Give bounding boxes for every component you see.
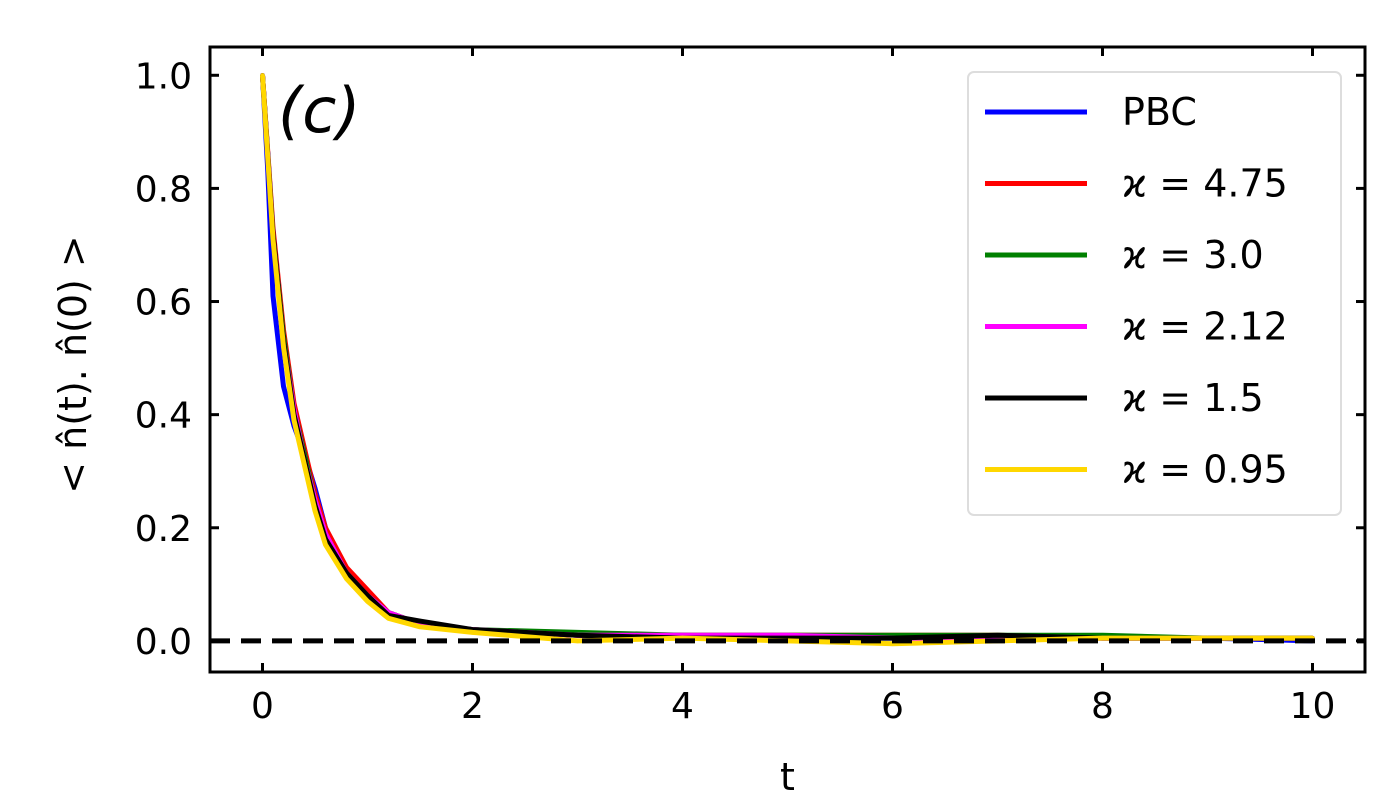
series-point — [323, 542, 328, 547]
x-tick-label: 8 — [1091, 686, 1114, 727]
series-point — [302, 463, 307, 468]
x-axis-ticks: 0 2 4 6 8 10 — [251, 47, 1335, 727]
legend-label: ϰ = 0.95 — [1122, 448, 1288, 492]
series-point — [1100, 635, 1105, 641]
x-tick-label: 2 — [461, 686, 484, 727]
x-tick-label: 0 — [251, 686, 274, 727]
legend-swatch-marker — [1033, 252, 1039, 258]
legend-swatch-marker — [1033, 109, 1039, 115]
series-point — [344, 576, 349, 581]
series-point — [270, 293, 276, 299]
series-point — [470, 630, 475, 635]
series-line — [260, 75, 1313, 647]
series-point — [386, 616, 391, 621]
series-point — [281, 344, 286, 349]
series-point — [995, 633, 1000, 638]
x-axis-label: t — [780, 755, 795, 799]
series-point — [575, 633, 580, 638]
legend-label: ϰ = 3.0 — [1122, 233, 1264, 277]
y-tick-label: 1.0 — [135, 56, 192, 97]
legend-swatch-marker — [1033, 467, 1039, 472]
panel-label: (c) — [278, 74, 360, 147]
y-tick-label: 0.8 — [135, 169, 192, 210]
series-point — [312, 508, 318, 514]
x-tick-label: 4 — [671, 686, 694, 727]
y-axis-ticks: 0.0 0.2 0.4 0.6 0.8 1.0 — [135, 56, 1365, 663]
legend-label: PBC — [1122, 90, 1197, 134]
series-point — [575, 638, 580, 644]
legend-label: ϰ = 4.75 — [1122, 162, 1288, 206]
series-point — [281, 384, 286, 389]
series-layer — [260, 73, 1315, 647]
y-tick-label: 0.0 — [135, 622, 192, 663]
x-tick-label: 10 — [1290, 686, 1336, 727]
series-point — [417, 624, 423, 629]
series-point — [270, 237, 276, 242]
series-point — [417, 618, 423, 624]
y-tick-label: 0.4 — [135, 396, 192, 437]
legend-swatch-marker — [1033, 324, 1039, 329]
x-tick-label: 6 — [881, 686, 904, 727]
y-axis-label: < n̂(t). n̂(0) > — [51, 235, 95, 494]
y-tick-label: 0.2 — [135, 509, 192, 550]
legend-swatch-marker — [1033, 181, 1039, 186]
series-point — [291, 418, 297, 423]
legend-label: ϰ = 1.5 — [1122, 376, 1264, 420]
plot-frame — [208, 45, 1367, 674]
y-tick-label: 0.6 — [135, 283, 192, 324]
series-point — [260, 73, 265, 78]
legend: PBC ϰ = 4.75 ϰ = 3.0 ϰ = 2.12 ϰ = 1.5 ϰ = 0.9… — [967, 71, 1342, 516]
legend-label: ϰ = 2.12 — [1122, 305, 1288, 349]
series-point — [365, 599, 370, 604]
legend-swatch-marker — [1033, 395, 1039, 401]
